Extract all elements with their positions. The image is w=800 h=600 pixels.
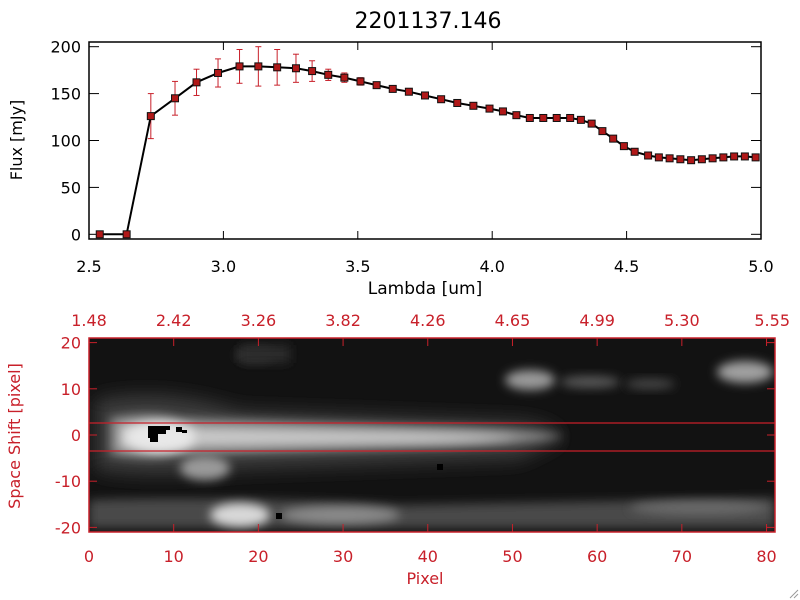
data-point: [525, 113, 534, 122]
data-point: [719, 153, 728, 162]
data-point: [254, 62, 263, 71]
data-point: [708, 154, 717, 163]
image-x-tick-label: 70: [672, 547, 692, 566]
data-point: [437, 95, 446, 104]
data-point: [740, 152, 749, 161]
image-y-ticks: 20 10 0 -10 -20: [55, 334, 775, 537]
data-point: [122, 230, 131, 239]
spectrum-y-label: Flux [mJy]: [7, 100, 26, 181]
data-point: [676, 155, 685, 164]
data-point: [324, 70, 333, 79]
image-x-ticks: 0 10 20 30 40 50 60 70 80: [84, 524, 777, 566]
image-top-tick-label: 3.82: [325, 311, 361, 330]
data-point: [609, 134, 618, 143]
data-point: [512, 111, 521, 120]
image-x-tick-label: 20: [248, 547, 268, 566]
image-y-tick-label: 10: [61, 380, 81, 399]
spectrum-y-tick-label: 200: [50, 38, 81, 57]
data-point: [214, 68, 223, 77]
image-y-tick-label: -20: [55, 518, 81, 537]
data-point: [751, 153, 760, 162]
data-point: [619, 142, 628, 151]
data-point: [421, 91, 429, 100]
image-top-tick-label: 3.26: [241, 311, 277, 330]
data-point: [146, 112, 155, 121]
image-top-tick-label: 5.30: [664, 311, 700, 330]
spectrum-y-ticks: 0 50 100 150 200: [50, 38, 761, 244]
spectrum-panel: 0 50 100 150 200 2.5 3.0 3.5 4.0 4.5 5.0 Lambda […: [7, 38, 774, 299]
image-x-tick-label: 10: [164, 547, 184, 566]
image-x-tick-label: 0: [84, 547, 94, 566]
data-point: [388, 84, 397, 93]
data-point: [372, 81, 381, 90]
spectrum-x-ticks: 2.5 3.0 3.5 4.0 4.5 5.0: [76, 42, 774, 276]
spectrum-x-label: Lambda [um]: [368, 279, 482, 299]
spectrum-x-tick-label: 4.0: [479, 257, 504, 276]
data-point: [539, 113, 548, 122]
spectrum-x-tick-label: 4.5: [614, 257, 639, 276]
image-x-tick-label: 50: [502, 547, 522, 566]
data-point: [485, 104, 494, 113]
data-point: [654, 153, 663, 162]
data-point: [273, 63, 282, 72]
data-point: [598, 127, 607, 136]
image-top-axis-ticks: 1.48 2.42 3.26 3.82 4.26 4.65 4.99 5.30 5.55: [71, 311, 790, 346]
data-point: [95, 230, 104, 239]
image-panel: 0 10 20 30 40 50 60 70 80 20 10 0 -10 -20 1.48 2.42 3.…: [5, 311, 790, 588]
data-point: [291, 64, 300, 73]
spectrum-y-tick-label: 50: [61, 178, 81, 197]
data-point: [665, 154, 674, 163]
image-x-tick-label: 80: [756, 547, 776, 566]
image-top-tick-label: 4.26: [410, 311, 446, 330]
data-point: [630, 147, 639, 156]
data-point: [235, 62, 244, 71]
spectral-image: [89, 338, 775, 532]
spectrum-x-tick-label: 3.5: [345, 257, 370, 276]
image-y-tick-label: 20: [61, 334, 81, 353]
resize-grip-icon: [789, 589, 799, 599]
spectrum-x-tick-label: 3.0: [211, 257, 236, 276]
data-point: [697, 155, 706, 164]
data-point: [687, 156, 696, 165]
image-top-tick-label: 5.55: [754, 311, 790, 330]
image-y-tick-label: 0: [71, 426, 81, 445]
image-y-tick-label: -10: [55, 472, 81, 491]
data-point: [171, 94, 180, 103]
data-point: [469, 101, 478, 110]
image-x-tick-label: 30: [333, 547, 353, 566]
image-x-tick-label: 60: [587, 547, 607, 566]
data-point: [552, 113, 561, 122]
spectrum-plot-frame: [88, 41, 762, 240]
image-top-tick-label: 2.42: [156, 311, 192, 330]
data-point: [644, 151, 653, 160]
spectrum-x-tick-label: 2.5: [76, 257, 101, 276]
chart-title: 2201137.146: [355, 9, 502, 34]
data-point: [587, 119, 596, 128]
data-point: [566, 113, 575, 122]
spectrum-x-tick-label: 5.0: [748, 257, 773, 276]
spectrum-y-tick-label: 100: [50, 132, 81, 151]
data-point: [730, 152, 739, 161]
data-point: [404, 87, 413, 96]
data-point: [498, 107, 507, 116]
spectrum-y-tick-label: 0: [71, 225, 81, 244]
image-top-tick-label: 4.65: [495, 311, 531, 330]
image-x-tick-label: 40: [418, 547, 438, 566]
image-top-tick-label: 4.99: [579, 311, 615, 330]
data-point: [308, 67, 317, 76]
image-y-label: Space Shift [pixel]: [5, 363, 24, 509]
data-point: [356, 77, 365, 86]
data-point: [340, 73, 349, 82]
image-top-tick-label: 1.48: [71, 311, 107, 330]
data-point: [192, 78, 201, 87]
spectrum-y-tick-label: 150: [50, 85, 81, 104]
data-point: [453, 98, 462, 107]
spectrum-markers: [95, 62, 760, 239]
data-point: [576, 115, 585, 124]
image-x-label: Pixel: [406, 569, 443, 588]
